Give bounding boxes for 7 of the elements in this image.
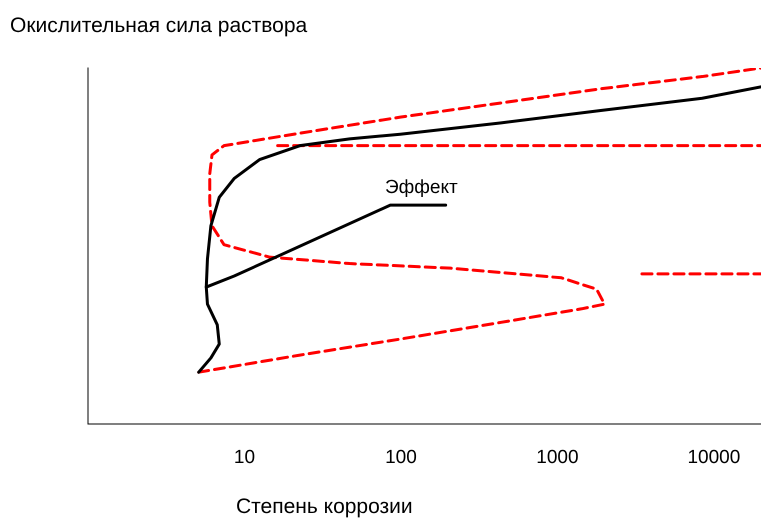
x-axis-title: Степень коррозии xyxy=(236,495,413,519)
x-tick-label: 100 xyxy=(385,446,417,468)
y-axis-title: Окислительная сила раствора xyxy=(10,14,308,38)
annotation: Эффект xyxy=(385,177,458,199)
x-tick-label: 1000 xyxy=(536,446,579,468)
x-tick-label: 10000 xyxy=(687,446,740,468)
x-tick-label: 10 xyxy=(234,446,256,468)
